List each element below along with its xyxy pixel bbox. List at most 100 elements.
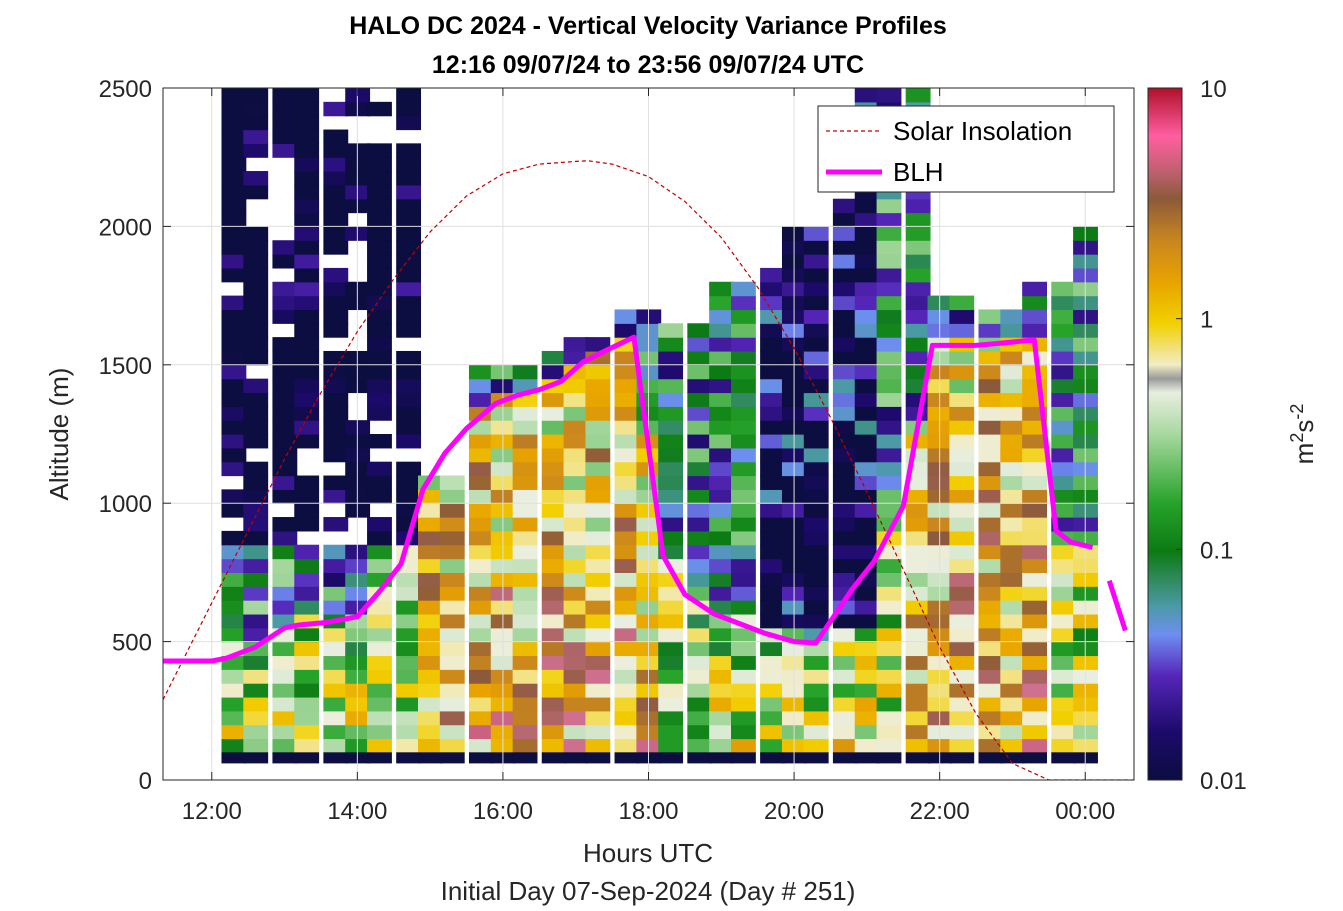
heatmap-cell — [687, 489, 713, 504]
heatmap-cell — [1022, 710, 1047, 726]
heatmap-cell — [832, 544, 858, 560]
heatmap-cell — [905, 295, 931, 311]
heatmap-cell — [396, 683, 422, 698]
heatmap-cell — [687, 683, 713, 698]
heatmap-cell — [585, 461, 611, 477]
heatmap-cell — [367, 613, 392, 629]
heatmap-cell — [1051, 337, 1077, 352]
heatmap-cell — [221, 696, 247, 712]
heatmap-cell — [658, 461, 684, 477]
heatmap-cell — [323, 212, 349, 227]
x-tick-label: 16:00 — [473, 798, 533, 825]
heatmap-cell — [854, 544, 880, 560]
heatmap-cell — [585, 696, 611, 712]
heatmap-cell — [876, 475, 902, 490]
heatmap-cell — [243, 378, 269, 394]
heatmap-cell — [439, 627, 465, 643]
heatmap-cell — [396, 586, 422, 601]
heatmap-cell — [512, 696, 538, 712]
heatmap-cell — [731, 378, 756, 394]
heatmap-cell — [1051, 364, 1077, 380]
heatmap-cell — [614, 447, 640, 463]
heatmap-cell — [614, 323, 640, 338]
heatmap-cell — [1000, 710, 1026, 726]
heatmap-cell — [512, 724, 538, 740]
heatmap-cell — [323, 434, 349, 449]
heatmap-cell — [468, 461, 494, 477]
heatmap-cell — [832, 710, 858, 726]
heatmap-cell — [541, 350, 567, 366]
heatmap-cell — [563, 434, 589, 449]
heatmap-cell — [563, 420, 589, 435]
heatmap-cell — [1051, 489, 1077, 504]
heatmap-cell — [876, 406, 902, 421]
heatmap-cell — [905, 337, 931, 352]
heatmap-cell — [1000, 434, 1026, 449]
heatmap-cell — [687, 738, 713, 753]
heatmap-cell — [221, 88, 247, 103]
heatmap-cell — [614, 503, 640, 518]
heatmap-cell — [760, 544, 785, 560]
heatmap-cell — [614, 544, 640, 560]
heatmap-cell — [323, 392, 349, 407]
heatmap-cell — [439, 752, 465, 764]
heatmap-cell — [563, 337, 589, 352]
heatmap-cell — [832, 226, 858, 241]
heatmap-cell — [1051, 447, 1077, 463]
heatmap-cell — [949, 406, 975, 421]
heatmap-cell — [323, 696, 349, 712]
heatmap-cell — [221, 600, 247, 615]
heatmap-cell — [396, 198, 422, 214]
heatmap-cell — [614, 406, 640, 421]
heatmap-cell — [978, 364, 1004, 380]
heatmap-cell — [563, 378, 589, 394]
heatmap-cell — [731, 586, 756, 601]
heatmap-cell — [803, 267, 829, 283]
heatmap-cell — [585, 738, 611, 753]
heatmap-cell — [367, 641, 392, 657]
heatmap-cell — [294, 406, 320, 421]
heatmap-cell — [978, 710, 1004, 726]
heatmap-cell — [221, 503, 247, 518]
heatmap-cell — [731, 281, 756, 297]
heatmap-cell — [1000, 558, 1026, 573]
heatmap-cell — [760, 378, 785, 394]
colorbar-tick-label: 0.1 — [1200, 537, 1233, 564]
heatmap-cell — [731, 350, 756, 366]
heatmap-cell — [709, 406, 735, 421]
heatmap-cell — [876, 738, 902, 753]
heatmap-cell — [709, 489, 735, 504]
heatmap-cell — [541, 364, 567, 380]
heatmap-cell — [323, 752, 349, 764]
heatmap-cell — [294, 503, 320, 518]
heatmap-cell — [221, 364, 247, 380]
x-tick-label: 12:00 — [182, 798, 242, 825]
heatmap-cell — [731, 600, 756, 615]
heatmap-cell — [978, 724, 1004, 740]
heatmap-cell — [541, 669, 567, 684]
heatmap-cell — [243, 738, 269, 753]
heatmap-cell — [243, 267, 269, 283]
heatmap-cell — [272, 143, 298, 158]
heatmap-cell — [367, 544, 392, 560]
heatmap-cell — [949, 517, 975, 532]
heatmap-cell — [760, 337, 785, 352]
heatmap-cell — [468, 378, 494, 394]
heatmap-cell — [272, 489, 298, 504]
heatmap-cell — [396, 171, 422, 186]
heatmap-cell — [731, 434, 756, 449]
heatmap-cell — [687, 710, 713, 726]
heatmap-cell — [905, 544, 931, 560]
heatmap-cell — [272, 696, 298, 712]
heatmap-cell — [541, 461, 567, 477]
heatmap-cell — [1022, 600, 1047, 615]
heatmap-cell — [658, 323, 684, 338]
heatmap-cell — [294, 752, 320, 764]
heatmap-cell — [709, 364, 735, 380]
heatmap-cell — [978, 489, 1004, 504]
heatmap-cell — [221, 254, 247, 269]
chart-title-line2: 12:16 09/07/24 to 23:56 09/07/24 UTC — [432, 51, 864, 79]
heatmap-cell — [1000, 530, 1026, 546]
heatmap-cell — [563, 517, 589, 532]
legend-blh-label: BLH — [893, 157, 944, 187]
